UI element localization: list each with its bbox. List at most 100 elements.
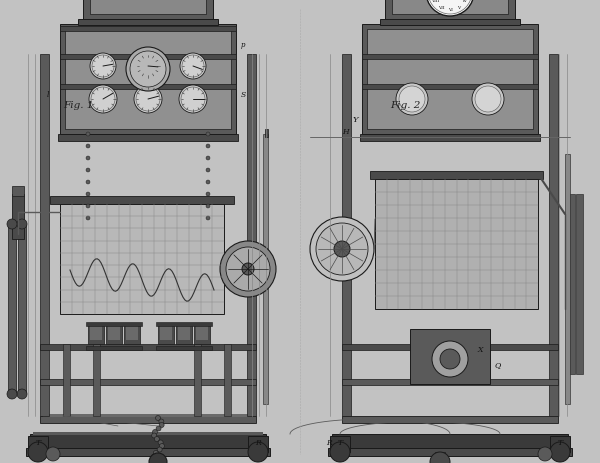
Text: T: T — [557, 438, 563, 446]
Bar — [65, 30, 231, 130]
Circle shape — [155, 416, 161, 420]
Text: Fig. 2: Fig. 2 — [390, 100, 421, 109]
Circle shape — [28, 442, 48, 462]
Bar — [33, 432, 263, 435]
Bar — [40, 379, 256, 385]
Bar — [385, 0, 515, 20]
Bar — [12, 187, 24, 197]
Bar — [265, 130, 268, 138]
Bar — [60, 205, 224, 314]
Circle shape — [158, 440, 163, 445]
Bar — [60, 85, 236, 90]
Bar — [40, 344, 256, 350]
Circle shape — [220, 242, 276, 297]
Circle shape — [206, 181, 210, 185]
Circle shape — [426, 0, 474, 17]
Bar — [124, 324, 140, 344]
Bar — [88, 324, 104, 344]
Bar — [565, 155, 570, 404]
Bar — [30, 434, 266, 448]
Circle shape — [432, 341, 468, 377]
Circle shape — [226, 247, 270, 291]
Text: l: l — [47, 91, 49, 99]
Circle shape — [152, 454, 157, 459]
Bar — [83, 0, 213, 20]
Circle shape — [86, 193, 90, 197]
Bar — [332, 434, 568, 448]
Bar — [126, 326, 138, 334]
Circle shape — [89, 86, 117, 114]
Circle shape — [156, 426, 161, 431]
Circle shape — [86, 156, 90, 161]
Bar — [247, 55, 256, 416]
Text: T: T — [337, 438, 343, 446]
Circle shape — [130, 52, 166, 88]
Circle shape — [399, 87, 425, 113]
Bar — [78, 20, 218, 26]
Circle shape — [91, 88, 115, 112]
Text: T: T — [35, 438, 41, 446]
Bar — [8, 225, 16, 394]
Bar — [342, 55, 351, 416]
Circle shape — [86, 205, 90, 208]
Circle shape — [136, 88, 160, 112]
Circle shape — [334, 242, 350, 257]
Circle shape — [152, 433, 157, 438]
Text: VIII: VIII — [431, 0, 439, 4]
Bar — [40, 416, 256, 423]
Bar — [86, 322, 142, 326]
Bar — [86, 346, 142, 350]
Text: S: S — [241, 91, 245, 99]
Bar — [156, 322, 212, 326]
Text: Q: Q — [495, 360, 501, 368]
Text: Fig. 1: Fig. 1 — [63, 100, 94, 109]
Bar — [342, 344, 558, 350]
Circle shape — [330, 442, 350, 462]
Bar — [160, 326, 172, 334]
Circle shape — [86, 217, 90, 220]
Bar — [60, 55, 236, 60]
Circle shape — [152, 430, 157, 435]
Circle shape — [7, 219, 17, 230]
Text: Y: Y — [352, 116, 358, 124]
Text: R: R — [255, 438, 261, 446]
Circle shape — [206, 193, 210, 197]
Bar — [108, 326, 120, 334]
Bar — [93, 344, 100, 416]
Text: R: R — [326, 438, 332, 446]
Text: X: X — [478, 345, 482, 353]
Circle shape — [472, 84, 504, 116]
Bar — [90, 0, 206, 15]
Bar — [160, 334, 172, 340]
Bar — [342, 416, 558, 423]
Circle shape — [86, 133, 90, 137]
Bar — [194, 344, 201, 416]
Bar — [60, 25, 236, 135]
Bar — [435, 452, 445, 462]
Circle shape — [179, 86, 207, 114]
Circle shape — [149, 453, 167, 463]
Circle shape — [134, 86, 162, 114]
Bar — [362, 85, 538, 90]
Bar — [328, 448, 572, 456]
Bar — [362, 55, 538, 60]
Circle shape — [157, 447, 162, 452]
Bar — [108, 334, 120, 340]
Circle shape — [154, 437, 160, 442]
Bar — [156, 346, 212, 350]
Circle shape — [154, 450, 158, 456]
Circle shape — [135, 54, 161, 80]
Bar — [380, 20, 520, 26]
Bar — [576, 194, 583, 374]
Circle shape — [126, 48, 170, 92]
Bar — [12, 194, 24, 239]
Circle shape — [182, 56, 204, 78]
Bar — [178, 326, 190, 334]
Bar — [550, 436, 570, 452]
Text: H: H — [341, 128, 349, 136]
Bar — [362, 25, 538, 135]
Circle shape — [180, 54, 206, 80]
Circle shape — [316, 224, 368, 275]
Text: VI: VI — [448, 8, 452, 12]
Bar — [410, 329, 490, 384]
